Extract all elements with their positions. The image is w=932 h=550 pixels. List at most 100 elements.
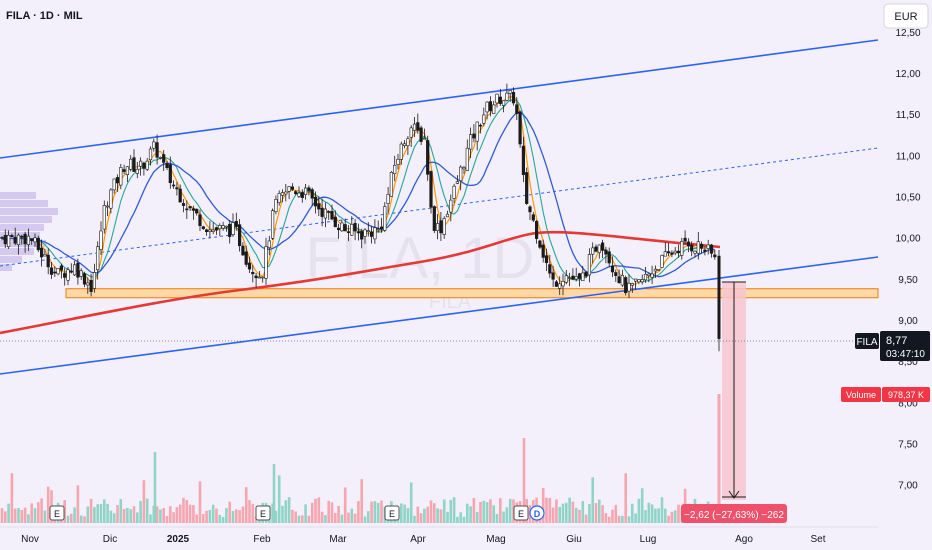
candle-body [406, 138, 410, 146]
candle-body [336, 227, 341, 231]
volume-bar [717, 394, 721, 523]
candle-body [287, 186, 291, 192]
volume-bar [631, 503, 634, 523]
candle-body [379, 226, 384, 230]
volume-bar [40, 498, 43, 523]
volume-bar [66, 515, 70, 523]
price-tick-label: 8,50 [898, 357, 918, 368]
candle-body [247, 262, 252, 270]
volume-bar [614, 504, 618, 523]
candle-body [330, 211, 334, 220]
candle-body [267, 240, 271, 248]
volume-bar [274, 510, 278, 523]
candle-body [637, 279, 641, 283]
candle-body [501, 100, 506, 106]
volume-bar [99, 503, 103, 523]
volume-bar [370, 501, 373, 523]
candle-body [76, 262, 80, 278]
candle-body [614, 272, 618, 276]
volume-bar [330, 502, 334, 523]
time-axis[interactable]: Nov Dic 2025 Feb Mar Apr Mag Giu Lug Ago Set [21, 534, 826, 545]
candle-body [214, 227, 219, 231]
last-price-badge [880, 331, 930, 361]
volume-bar [175, 507, 179, 523]
candle-body [604, 249, 608, 255]
candle-body [224, 225, 229, 228]
volume-bar [413, 515, 416, 523]
volume-bar [0, 508, 4, 523]
channel-upper-line[interactable] [0, 39, 879, 159]
candle-body [363, 229, 367, 237]
volume-profile-row [0, 224, 44, 231]
channel-mid-line[interactable] [0, 147, 879, 267]
volume-bar [360, 479, 363, 523]
volume-bar [621, 515, 624, 523]
candle-body [584, 271, 588, 277]
volume-bar [598, 499, 601, 523]
volume-bar [416, 506, 420, 523]
volume-bar [499, 498, 502, 523]
volume-bar [159, 509, 162, 523]
candle-body [445, 213, 450, 218]
candle-body [112, 178, 116, 191]
candle-body [178, 188, 182, 203]
volume-bar [479, 501, 482, 523]
candle-body [102, 205, 106, 230]
currency-button[interactable] [883, 3, 929, 29]
volume-bar [103, 499, 106, 523]
time-label: Apr [410, 534, 426, 545]
candle-body [485, 101, 489, 113]
price-scale-panel[interactable] [878, 0, 932, 550]
candle-body [686, 241, 690, 247]
candle-body [660, 255, 664, 268]
volume-bar [228, 501, 231, 523]
price-tick-label: 12,00 [895, 69, 920, 80]
candle-body [3, 235, 7, 245]
candle-body [129, 158, 133, 170]
volume-bar [429, 500, 433, 523]
price-tick-label: 12,50 [895, 28, 920, 39]
measure-tool[interactable]: −2,62 (−27,63%) −262 [681, 281, 787, 523]
candle-body [53, 271, 57, 274]
candle-body [231, 222, 235, 235]
candle-body [290, 186, 295, 190]
candle-body [432, 206, 436, 231]
candle-body [274, 199, 278, 213]
candle-body [452, 185, 456, 199]
candle-body [713, 254, 717, 258]
volume-profile-row [0, 208, 58, 215]
volume-bar [153, 452, 157, 523]
volume-bar [380, 500, 383, 523]
volume-bar [581, 501, 585, 523]
candle-body [399, 143, 403, 160]
volume-bar [126, 507, 129, 523]
volume-bar [281, 505, 284, 523]
volume-bar [86, 506, 90, 523]
candle-body [389, 172, 394, 197]
volume-bar [251, 503, 255, 523]
support-zone[interactable] [65, 288, 879, 299]
candle-body [346, 231, 351, 233]
candle-body [228, 223, 232, 237]
time-label: Nov [21, 534, 39, 545]
symbol-badge [855, 333, 879, 349]
volume-profile-row [0, 200, 48, 207]
volume-bar [505, 507, 509, 523]
channel-lower-line[interactable] [0, 256, 879, 375]
dividend-marker-icon [529, 505, 545, 521]
volume-bar [660, 497, 664, 523]
volume-bar [347, 512, 350, 523]
candle-body [538, 240, 542, 248]
last-price-value: 8,77 [886, 335, 907, 347]
candle-body [264, 246, 268, 279]
candle-body [373, 227, 377, 240]
volume-bar [627, 516, 631, 523]
candle-body [125, 166, 129, 175]
volume-bar [112, 513, 116, 523]
candle-body [39, 247, 44, 258]
volume-bar [221, 516, 225, 523]
volume-bar [248, 500, 251, 523]
candle-body [581, 272, 585, 282]
